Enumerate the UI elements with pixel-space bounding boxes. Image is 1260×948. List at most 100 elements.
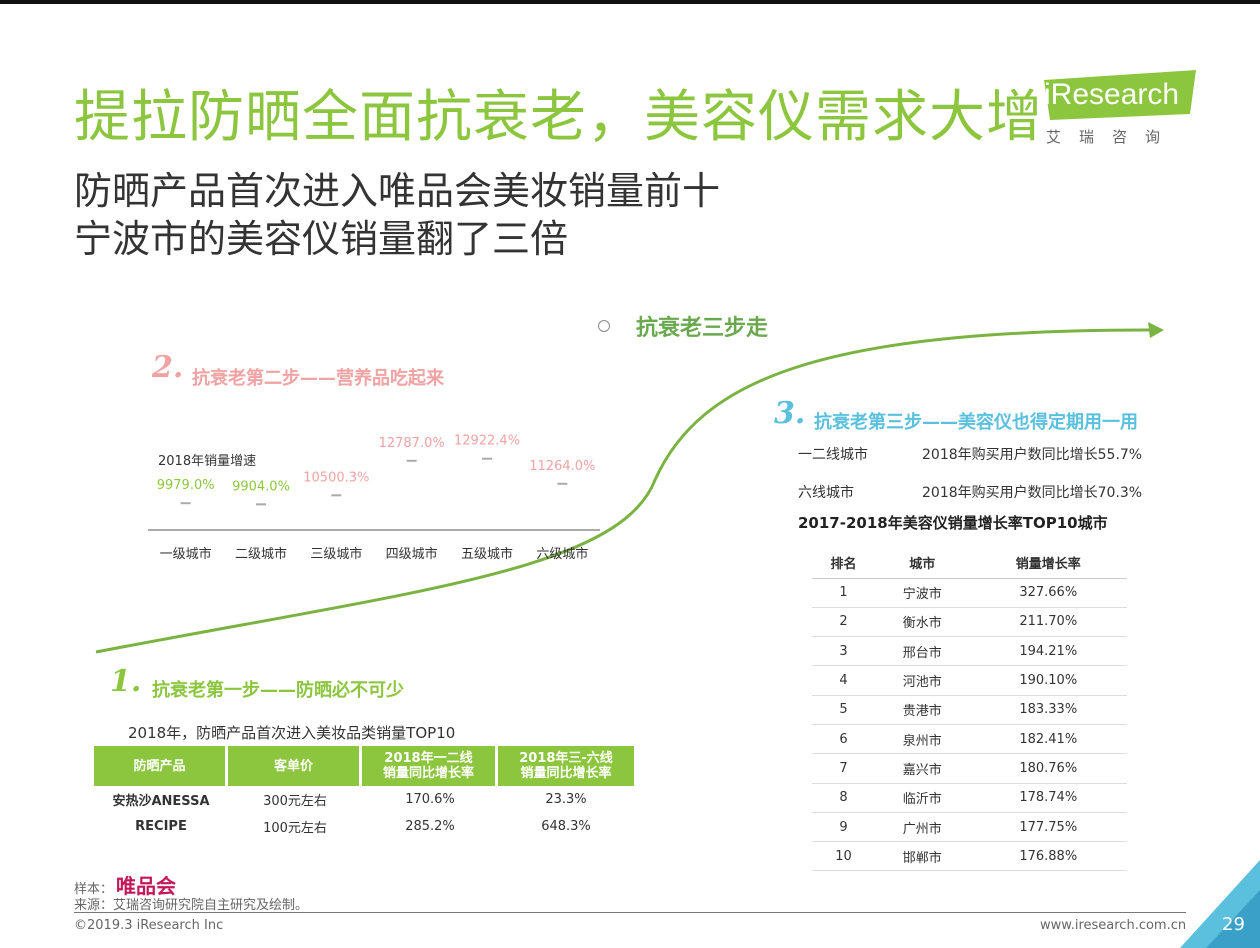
top10-cities-table: 排名 城市 销量增长率 1 宁波市 327.66% 2 衡水市 211.70% 3 邢台市 19… — [812, 548, 1127, 872]
step2-title: 抗衰老第二步——营养品吃起来 — [192, 368, 444, 389]
column-header: 2018年一二线 销量同比增长率 — [362, 746, 498, 786]
table-cell: 648.3% — [541, 819, 591, 834]
table-cell: 180.76% — [969, 753, 1127, 784]
table-row: 4 河池市 190.10% — [812, 665, 1127, 696]
table-cell: 宁波市 — [875, 578, 970, 608]
chart-category-label: 四级城市 — [386, 546, 438, 562]
table-cell: 邢台市 — [875, 636, 970, 667]
page-number: 29 — [1222, 914, 1245, 935]
step1-number: 1. — [110, 664, 142, 699]
column-header: 排名 — [812, 548, 875, 579]
table-cell: 23.3% — [545, 792, 587, 807]
table-cell: 9 — [812, 812, 875, 843]
table-row: 10 邯郸市 176.88% — [812, 841, 1127, 872]
stat-value-tier1: 2018年购买用户数同比增长55.7% — [922, 447, 1143, 463]
table-row: 1 宁波市 327.66% — [812, 578, 1127, 608]
chart-category-label: 五级城市 — [461, 546, 513, 562]
copyright: ©2019.3 iResearch Inc — [74, 918, 224, 933]
chart-category-label: 一级城市 — [160, 546, 212, 562]
table-cell: 嘉兴市 — [875, 753, 970, 784]
chart-data-label: 9979.0% — [157, 478, 215, 493]
column-header: 2018年三-六线 销量同比增长率 — [498, 746, 634, 786]
website-url: www.iresearch.com.cn — [1040, 918, 1187, 933]
stat-city-tier1: 一二线城市 — [798, 447, 868, 463]
table-cell: 178.74% — [969, 783, 1127, 813]
steps-heading: 抗衰老三步走 — [636, 316, 769, 341]
sample-label: 样本： — [74, 882, 114, 897]
table-row: 8 临沂市 178.74% — [812, 783, 1127, 813]
table-cell: 176.88% — [969, 841, 1127, 872]
table-row: RECIPE 100元左右 285.2% 648.3% — [94, 813, 634, 840]
table-cell: 4 — [812, 665, 875, 696]
step3-number: 3. — [774, 396, 806, 431]
table-cell: 211.70% — [969, 607, 1127, 638]
chart-data-label: 12922.4% — [454, 434, 520, 449]
table-cell: 2 — [812, 607, 875, 638]
table-row: 安热沙ANESSA 300元左右 170.6% 23.3% — [94, 786, 634, 813]
top10-table-title: 2017-2018年美容仪销量增长率TOP10城市 — [798, 514, 1108, 532]
table-row: 9 广州市 177.75% — [812, 812, 1127, 843]
step3-title: 抗衰老第三步——美容仪也得定期用一用 — [814, 412, 1138, 433]
table-row: 5 贵港市 183.33% — [812, 695, 1127, 725]
table-cell: 河池市 — [875, 665, 970, 696]
table-cell: 衡水市 — [875, 607, 970, 638]
chart-data-label: 11264.0% — [529, 459, 595, 474]
table-cell: 3 — [812, 636, 875, 667]
chart-data-label: 12787.0% — [379, 436, 445, 451]
table-cell: 300元左右 — [263, 794, 327, 809]
table-cell: 170.6% — [405, 792, 455, 807]
curve-arrowhead — [1148, 322, 1164, 338]
source-note: 来源：艾瑞咨询研究院自主研究及绘制。 — [74, 898, 309, 913]
chart-category-label: 六级城市 — [536, 546, 588, 562]
chart-category-label: 二级城市 — [235, 546, 287, 562]
table-header-row: 防晒产品 客单价 2018年一二线 销量同比增长率 2018年三-六线 销量同比… — [94, 746, 634, 786]
column-header: 城市 — [875, 548, 970, 579]
sales-growth-chart: 9979.0% 一级城市 9904.0% 二级城市 10500.3% 三级城市 12787.… — [148, 434, 600, 562]
table-row: 3 邢台市 194.21% — [812, 636, 1127, 667]
table-header-row: 排名 城市 销量增长率 — [812, 548, 1127, 579]
table-cell: 8 — [812, 783, 875, 813]
corner-decoration — [1180, 860, 1260, 948]
stat-city-tier6: 六线城市 — [798, 485, 854, 501]
footer-divider — [74, 912, 1186, 913]
step1-title: 抗衰老第一步——防晒必不可少 — [152, 680, 404, 701]
table-cell: 6 — [812, 724, 875, 755]
table-cell: 1 — [812, 578, 875, 608]
logo-brand: iResearch — [1044, 78, 1180, 111]
table-row: 2 衡水市 211.70% — [812, 607, 1127, 638]
iresearch-logo — [1044, 70, 1196, 120]
table-cell: 327.66% — [969, 578, 1127, 608]
chart-series-label: 2018年销量增速 — [158, 454, 257, 469]
table-cell: 贵港市 — [875, 695, 970, 725]
table-cell: 5 — [812, 695, 875, 725]
bullet-circle-icon — [598, 320, 610, 332]
table-row: 7 嘉兴市 180.76% — [812, 753, 1127, 784]
table-cell: RECIPE — [135, 819, 187, 834]
table-row: 6 泉州市 182.41% — [812, 724, 1127, 755]
page-title: 提拉防晒全面抗衰老，美容仪需求大增 — [74, 85, 1043, 150]
table-cell: 177.75% — [969, 812, 1127, 843]
table-cell: 临沂市 — [875, 783, 970, 813]
table-cell: 100元左右 — [263, 821, 327, 836]
sample-value: 唯品会 — [116, 874, 176, 898]
table-cell: 182.41% — [969, 724, 1127, 755]
top-border — [0, 0, 1260, 4]
table-cell: 183.33% — [969, 695, 1127, 725]
page-subtitle-line1: 防晒产品首次进入唯品会美妆销量前十 — [74, 169, 721, 213]
stat-value-tier6: 2018年购买用户数同比增长70.3% — [922, 485, 1143, 501]
table-cell: 7 — [812, 753, 875, 784]
table-cell: 190.10% — [969, 665, 1127, 696]
column-header: 防晒产品 — [94, 746, 228, 786]
page-subtitle-line2: 宁波市的美容仪销量翻了三倍 — [74, 217, 569, 261]
chart-data-label: 9904.0% — [232, 479, 290, 494]
table-cell: 194.21% — [969, 636, 1127, 667]
table-cell: 广州市 — [875, 812, 970, 843]
column-header: 客单价 — [228, 746, 362, 786]
column-header: 销量增长率 — [969, 548, 1127, 579]
sunscreen-table-title: 2018年，防晒产品首次进入美妆品类销量TOP10 — [128, 724, 456, 742]
table-cell: 10 — [812, 841, 875, 872]
chart-category-label: 三级城市 — [310, 546, 362, 562]
chart-data-label: 10500.3% — [303, 470, 369, 485]
sunscreen-table: 防晒产品 客单价 2018年一二线 销量同比增长率 2018年三-六线 销量同比… — [94, 746, 634, 840]
